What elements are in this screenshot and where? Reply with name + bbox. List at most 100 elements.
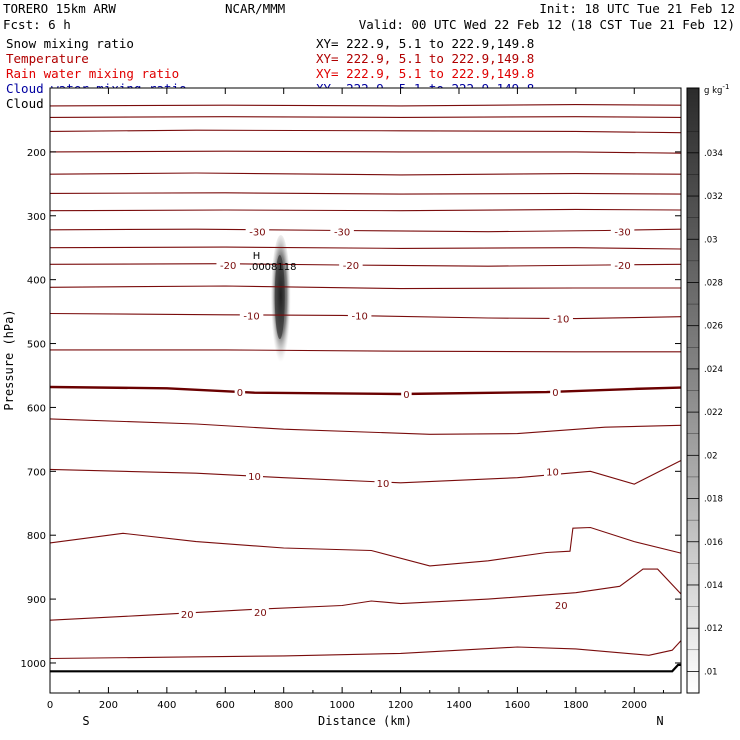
x-tick-label: 1800 — [563, 700, 588, 711]
y-tick-label: 300 — [27, 212, 46, 223]
colorbar-tick-label: .024 — [704, 365, 723, 375]
isotherm-label: 20 — [254, 608, 267, 619]
colorbar-tick-label: .018 — [704, 495, 723, 505]
isotherm-label: 0 — [552, 388, 558, 399]
isotherm-label-bg — [610, 258, 635, 271]
isotherm-label-bg — [347, 309, 372, 322]
x-tick-label: 0 — [47, 700, 53, 711]
isotherm-line — [49, 385, 682, 396]
isotherm-line — [49, 460, 682, 485]
y-axis-title: Pressure (hPa) — [2, 309, 16, 410]
field-name: Rain water mixing ratio — [6, 66, 179, 81]
isotherm-label: -20 — [614, 261, 630, 272]
isotherm-line — [49, 129, 682, 134]
isotherm-line — [49, 116, 682, 118]
north-end-label: N — [656, 714, 663, 728]
isotherm-label-bg — [543, 465, 561, 478]
x-tick-label: 200 — [99, 700, 118, 711]
isotherm-label: -30 — [249, 228, 265, 239]
x-tick-label: 1600 — [505, 700, 530, 711]
isotherm-line — [49, 192, 682, 195]
x-tick-label: 1400 — [446, 700, 471, 711]
isotherm-label-bg — [216, 258, 240, 271]
isotherm-label-bg — [245, 469, 263, 482]
x-tick-label: 2000 — [622, 700, 647, 711]
isotherm-line — [49, 246, 682, 250]
isotherm-line — [49, 285, 681, 290]
isotherm-label: 0 — [403, 390, 409, 401]
colorbar-tick-label: .016 — [704, 538, 723, 548]
max-symbol: H — [253, 251, 261, 262]
colorbar-tick-label: .022 — [704, 408, 723, 418]
x-tick-label: 600 — [216, 700, 235, 711]
model-title: TORERO 15km ARW — [3, 1, 116, 16]
x-axis: 0 200 400 600 800 1000 1200 1400 1600 1800 2000 — [47, 88, 664, 711]
isotherm-line — [49, 150, 682, 154]
x-tick-label: 1000 — [329, 700, 354, 711]
isotherm-line — [49, 526, 682, 567]
isotherm-label: -30 — [614, 228, 630, 239]
isotherm-label: 20 — [555, 601, 568, 612]
max-value: .0008118 — [249, 262, 297, 273]
colorbar-tick-label: .014 — [704, 581, 723, 591]
colorbar-tick-label: .012 — [704, 624, 723, 634]
y-tick-label: 200 — [27, 148, 46, 159]
isotherm-label: 20 — [181, 610, 194, 621]
colorbar-unit: g kg-1 — [704, 83, 729, 96]
center-title: NCAR/MMM — [225, 1, 285, 16]
terrain-polyline — [50, 663, 681, 673]
temperature-isotherms — [49, 104, 682, 660]
colorbar-tick-label: .028 — [704, 278, 723, 288]
field-xy: XY= 222.9, 5.1 to 222.9,149.8 — [316, 36, 534, 51]
isotherm-label-bg — [239, 309, 264, 322]
isotherm-label-bg — [234, 386, 246, 399]
isotherm-label-bg — [610, 225, 635, 238]
isotherm-label-bg — [251, 605, 269, 618]
isotherm-line — [49, 568, 682, 621]
isotherm-label-bg — [374, 476, 392, 489]
y-tick-label: 800 — [27, 531, 46, 542]
isotherm-labels: -30 -30 -30 -20 -20 -20 -10 -10 -10 0 0 0 10 10 10 20 20… — [178, 225, 635, 621]
isotherm-label-bg — [401, 388, 412, 401]
isotherm-label-bg — [339, 258, 363, 271]
isotherm-line — [50, 349, 681, 353]
colorbar-ticks: .034 .032 .03 .028 .026 .024 .022 .02 .018 .016 .0… — [687, 130, 723, 677]
x-tick-label: 1200 — [388, 700, 413, 711]
forecast-hour: Fcst: 6 h — [3, 17, 71, 32]
isotherm-label: -10 — [553, 315, 569, 326]
isotherm-label: -20 — [220, 261, 236, 272]
isotherm-label: 0 — [237, 388, 243, 399]
isotherm-label: -30 — [334, 228, 350, 239]
isotherm-line — [49, 104, 682, 107]
colorbar-tick-label: .03 — [704, 235, 718, 245]
isotherm-line — [49, 208, 682, 212]
field-xy: XY= 222.9, 5.1 to 222.9,149.8 — [316, 51, 534, 66]
isotherm-line — [49, 418, 682, 435]
isotherm-label: 10 — [546, 467, 559, 478]
field-xy: XY= 222.9, 5.1 to 222.9,149.8 — [316, 66, 534, 81]
y-tick-label: 400 — [27, 276, 46, 287]
colorbar-tick-label: .034 — [704, 149, 723, 159]
x-tick-label: 400 — [157, 700, 176, 711]
field-name: Temperature — [6, 51, 89, 66]
isotherm-label-bg — [178, 607, 196, 620]
isotherm-label: -20 — [343, 261, 359, 272]
isotherm-label-bg — [330, 225, 354, 238]
isotherm-label-bg — [550, 386, 561, 399]
isotherm-label: 10 — [248, 472, 261, 483]
x-axis-title: Distance (km) — [318, 714, 412, 728]
isotherm-line — [49, 640, 682, 660]
snow-shading-core — [274, 254, 285, 340]
plot-frame — [49, 87, 682, 694]
snow-mixing-ratio-shading — [270, 234, 291, 370]
south-end-label: S — [82, 714, 89, 728]
colorbar-tick-label: .01 — [704, 667, 718, 677]
y-tick-label: 700 — [27, 467, 46, 478]
isotherm-label: -10 — [351, 311, 367, 322]
y-tick-label: 1000 — [21, 659, 46, 670]
isotherm-label-bg — [549, 312, 573, 325]
y-tick-label: 500 — [27, 340, 46, 351]
colorbar-tick-label: .026 — [704, 322, 723, 332]
